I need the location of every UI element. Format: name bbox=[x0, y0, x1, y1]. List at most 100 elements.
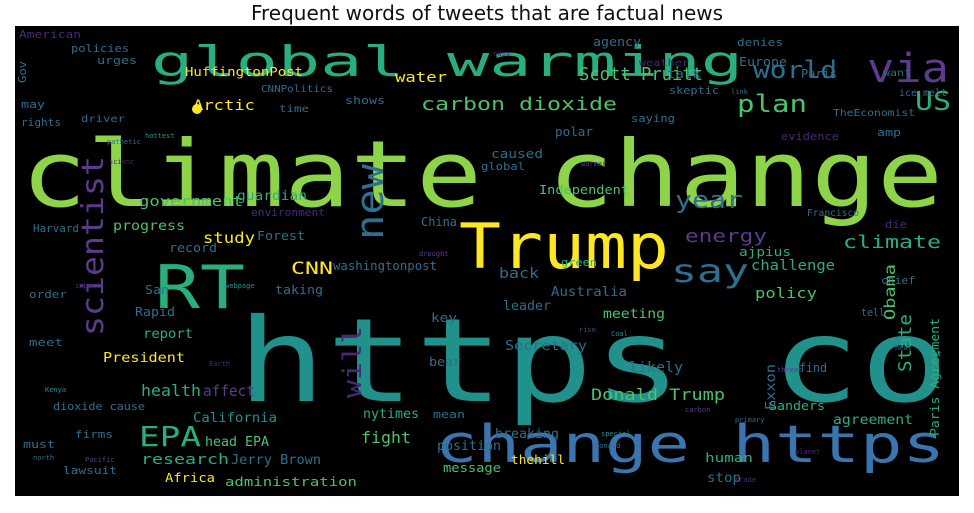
word-trump: Trump bbox=[459, 210, 669, 283]
word-policy: policy bbox=[755, 286, 817, 302]
word-thehill: thehill bbox=[511, 453, 565, 467]
word-epa: EPA bbox=[139, 420, 201, 453]
word-cloud: climate change https co global warming T… bbox=[15, 26, 959, 496]
word-ice-melt: ice melt bbox=[899, 88, 947, 99]
tiny-word: warmer bbox=[581, 160, 606, 168]
word-research: research bbox=[141, 452, 229, 468]
tiny-word: Donald bbox=[595, 442, 620, 450]
word-bear: bear bbox=[429, 355, 461, 369]
word-donald-trump: Donald Trump bbox=[591, 385, 725, 404]
word-may: may bbox=[21, 98, 45, 111]
word-chief: chief bbox=[881, 274, 915, 287]
word-affect: affect bbox=[203, 382, 255, 400]
word-report: report bbox=[143, 327, 193, 342]
word-green: green bbox=[561, 256, 597, 269]
word-mean: mean bbox=[433, 408, 465, 421]
tiny-word: Earth bbox=[209, 360, 230, 368]
word-denies: denies bbox=[737, 36, 783, 49]
word-administration: administration bbox=[225, 475, 357, 489]
word-us: US bbox=[915, 87, 951, 117]
word-scott-pruitt: Scott Pruitt bbox=[579, 64, 703, 85]
word-secretary: Secretary bbox=[505, 339, 587, 354]
word-scientist: scientist bbox=[76, 156, 111, 336]
word-fight: fight bbox=[361, 428, 411, 447]
word-africa: Africa bbox=[165, 471, 215, 485]
word-meet: meet bbox=[29, 336, 63, 349]
word-rapid: Rapid bbox=[135, 305, 175, 319]
chart-title: Frequent words of tweets that are factua… bbox=[250, 1, 724, 25]
word-government: government bbox=[139, 194, 243, 210]
word-saying: saying bbox=[631, 112, 675, 125]
tiny-word: planet bbox=[795, 448, 820, 456]
tiny-word: scienc bbox=[109, 158, 134, 166]
word-new: new bbox=[348, 164, 392, 240]
word-key: key bbox=[431, 311, 457, 325]
tiny-word: hottest bbox=[145, 132, 175, 140]
word-forest: Forest bbox=[257, 229, 305, 243]
word-paris-agreement: Paris Agreement bbox=[928, 318, 942, 436]
tiny-word: webpage bbox=[225, 282, 255, 290]
word-europe: Europe bbox=[739, 55, 787, 69]
word-rt: RT bbox=[155, 253, 245, 323]
word-driver: driver bbox=[81, 114, 125, 125]
word-health: health bbox=[141, 381, 201, 400]
word-huffingtonpost: HuffingtonPost bbox=[185, 65, 303, 79]
word-likely: likely bbox=[629, 360, 683, 376]
word-world: world bbox=[753, 56, 837, 84]
word-year: year bbox=[675, 186, 743, 214]
word-francisco: Francisco bbox=[807, 208, 859, 219]
word-shows: shows bbox=[345, 94, 385, 107]
word-urges: urges bbox=[97, 54, 137, 67]
word-climate: climate bbox=[843, 232, 941, 253]
word-paris: Paris bbox=[801, 67, 837, 81]
word-time: time bbox=[279, 104, 309, 115]
word-cnnpolitics: CNNPolitics bbox=[261, 84, 333, 95]
word-obama: Obama bbox=[881, 264, 899, 320]
word-dioxide-cause: dioxide cause bbox=[53, 400, 145, 413]
word-state: State bbox=[895, 314, 916, 372]
word-amp: amp bbox=[877, 126, 901, 139]
word-polar: polar bbox=[555, 125, 593, 139]
tiny-word: trade bbox=[735, 476, 756, 484]
word-find: find bbox=[799, 361, 827, 375]
word-agreement: agreement bbox=[833, 413, 913, 428]
word-challenge: challenge bbox=[751, 258, 835, 274]
word-american: American bbox=[19, 28, 81, 41]
word-dot bbox=[192, 104, 202, 114]
word-talk: talk bbox=[667, 67, 702, 81]
word-die: die bbox=[885, 218, 907, 231]
word-rights: rights bbox=[21, 116, 61, 129]
word-skeptic: skeptic bbox=[669, 84, 719, 97]
word-agency: agency bbox=[593, 35, 641, 49]
word-san: San bbox=[145, 283, 169, 297]
word-stop: stop bbox=[707, 471, 741, 486]
tiny-word: heat bbox=[895, 344, 912, 352]
tiny-word: Coal bbox=[611, 330, 628, 338]
word-ajpius: ajpius bbox=[739, 245, 791, 259]
word-water: water bbox=[395, 70, 447, 86]
tiny-word: pathetic bbox=[107, 138, 141, 146]
word-president: President bbox=[103, 351, 185, 366]
word-position: position bbox=[437, 439, 501, 454]
word-say: say bbox=[671, 252, 749, 290]
word-must: must bbox=[23, 438, 55, 451]
word-meeting: meeting bbox=[603, 307, 665, 322]
word-progress: progress bbox=[113, 219, 185, 234]
word-nytimes: nytimes bbox=[363, 407, 419, 422]
word-california: California bbox=[193, 411, 277, 426]
word-cloud-canvas: climate change https co global warming T… bbox=[15, 26, 959, 496]
word-cloud-background bbox=[15, 26, 959, 496]
word-evidence: evidence bbox=[781, 130, 839, 143]
tiny-word: Pacific bbox=[85, 456, 115, 464]
word-order: order bbox=[29, 288, 67, 301]
word-study: study bbox=[203, 229, 255, 247]
tiny-word: carbon bbox=[685, 406, 710, 414]
word-australia: Australia bbox=[551, 285, 627, 300]
word-will: will bbox=[338, 326, 368, 398]
word-message: message bbox=[443, 461, 501, 475]
word-lawsuit: lawsuit bbox=[63, 464, 117, 477]
word-taking: taking bbox=[275, 283, 323, 297]
word-want: want bbox=[883, 68, 911, 79]
tiny-word: impact bbox=[75, 282, 100, 290]
word-jerry-brown: Jerry Brown bbox=[231, 453, 321, 468]
